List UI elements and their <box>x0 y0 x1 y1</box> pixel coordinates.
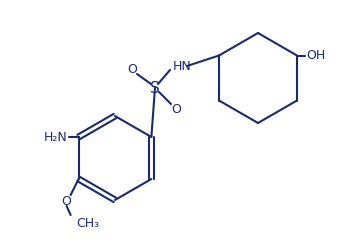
Text: O: O <box>62 194 71 207</box>
Text: S: S <box>150 80 160 96</box>
Text: O: O <box>127 62 137 75</box>
Text: HN: HN <box>173 60 192 72</box>
Text: H₂N: H₂N <box>44 130 68 143</box>
Text: OH: OH <box>306 49 325 62</box>
Text: CH₃: CH₃ <box>76 216 100 230</box>
Text: O: O <box>171 103 181 116</box>
